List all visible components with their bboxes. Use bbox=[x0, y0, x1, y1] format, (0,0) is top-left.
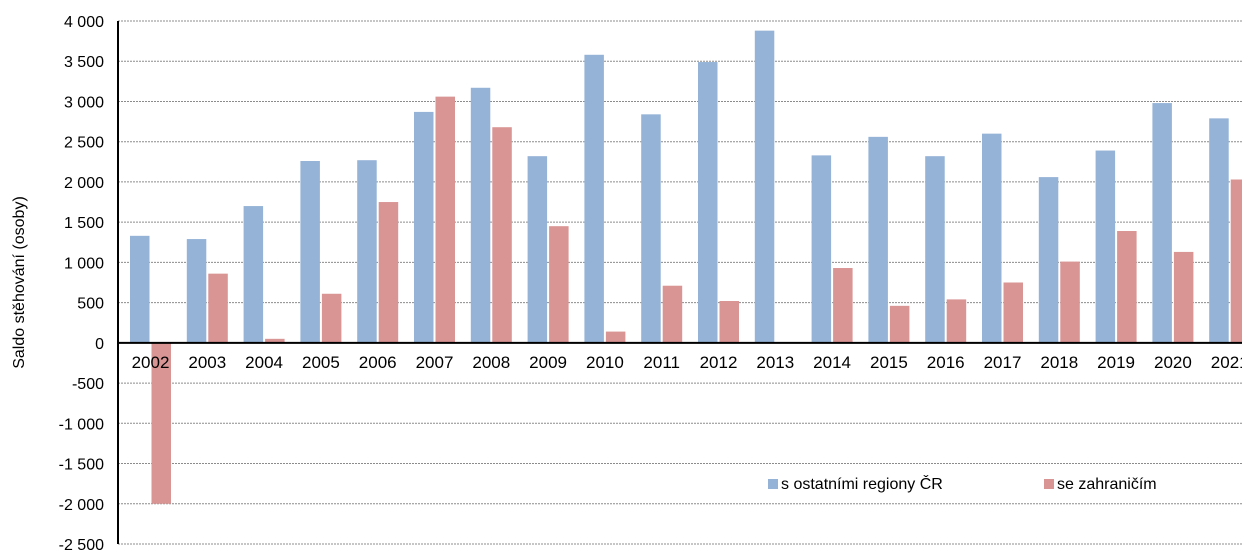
bar-regiony-2009 bbox=[527, 156, 548, 343]
x-tick-label: 2004 bbox=[245, 353, 283, 372]
y-tick-label: -1 000 bbox=[59, 416, 104, 433]
bar-zahranici-2019 bbox=[1117, 231, 1137, 343]
x-tick-label: 2019 bbox=[1097, 353, 1135, 372]
bar-regiony-2008 bbox=[470, 87, 491, 343]
bar-regiony-2012 bbox=[698, 62, 718, 343]
x-tick-label: 2003 bbox=[188, 353, 226, 372]
bar-regiony-2019 bbox=[1095, 150, 1116, 343]
legend-swatch bbox=[768, 479, 778, 489]
x-tick-label: 2009 bbox=[529, 353, 567, 372]
bar-regiony-2005 bbox=[300, 161, 320, 343]
bar-regiony-2010 bbox=[584, 54, 604, 343]
bar-zahranici-2021 bbox=[1230, 179, 1242, 343]
x-tick-label: 2006 bbox=[359, 353, 397, 372]
y-tick-label: 3 500 bbox=[64, 54, 104, 71]
y-tick-label: 3 000 bbox=[64, 94, 104, 111]
bar-regiony-2003 bbox=[186, 239, 207, 343]
bar-zahranici-2002 bbox=[151, 342, 171, 504]
y-tick-labels: -2 500 -2 000 -1 500 -1 000 -500 0 500 1 000 1 5… bbox=[59, 14, 104, 551]
x-tick-label: 2021 bbox=[1211, 353, 1242, 372]
bar-regiony-2020 bbox=[1152, 103, 1172, 343]
bar-zahranici-2007 bbox=[435, 96, 455, 343]
y-tick-label: 1 500 bbox=[64, 215, 104, 232]
bar-regiony-2014 bbox=[811, 155, 832, 343]
bar-regiony-2013 bbox=[754, 30, 775, 343]
x-tick-label: 2017 bbox=[984, 353, 1022, 372]
bar-zahranici-2011 bbox=[662, 285, 683, 343]
bar-zahranici-2012 bbox=[719, 301, 739, 343]
y-tick-label: -2 000 bbox=[59, 497, 104, 514]
x-tick-label: 2018 bbox=[1040, 353, 1078, 372]
bar-regiony-2017 bbox=[982, 133, 1002, 343]
bar-regiony-2004 bbox=[243, 206, 264, 343]
bar-zahranici-2010 bbox=[605, 331, 626, 343]
bar-regiony-2015 bbox=[868, 136, 888, 343]
legend: s ostatními regiony ČR se zahraničím bbox=[768, 474, 1157, 493]
bars bbox=[130, 30, 1242, 504]
x-tick-label: 2007 bbox=[416, 353, 454, 372]
bar-zahranici-2005 bbox=[321, 293, 342, 343]
bar-zahranici-2009 bbox=[549, 226, 569, 343]
x-tick-label: 2008 bbox=[472, 353, 510, 372]
bar-zahranici-2014 bbox=[833, 268, 853, 343]
x-tick-label: 2012 bbox=[700, 353, 738, 372]
y-axis-label: Saldo stěhování (osoby) bbox=[11, 196, 28, 369]
x-tick-label: 2016 bbox=[927, 353, 965, 372]
bar-regiony-2016 bbox=[925, 156, 945, 343]
x-tick-label: 2020 bbox=[1154, 353, 1192, 372]
x-tick-label: 2013 bbox=[756, 353, 794, 372]
y-tick-label: 2 500 bbox=[64, 135, 104, 152]
bar-zahranici-2003 bbox=[208, 273, 228, 343]
y-tick-label: 2 000 bbox=[64, 175, 104, 192]
bar-zahranici-2020 bbox=[1173, 251, 1194, 343]
bar-zahranici-2016 bbox=[946, 299, 967, 343]
y-tick-label: 4 000 bbox=[64, 14, 104, 31]
x-tick-label: 2015 bbox=[870, 353, 908, 372]
bar-zahranici-2006 bbox=[378, 202, 399, 343]
y-tick-label: -1 500 bbox=[59, 457, 104, 474]
legend-label: se zahraničím bbox=[1057, 476, 1157, 493]
bar-regiony-2018 bbox=[1038, 177, 1059, 343]
bar-zahranici-2018 bbox=[1060, 261, 1080, 343]
bar-zahranici-2004 bbox=[265, 338, 285, 343]
x-tick-label: 2011 bbox=[643, 353, 680, 372]
legend-label: s ostatními regiony ČR bbox=[781, 474, 943, 493]
x-tick-label: 2010 bbox=[586, 353, 624, 372]
y-tick-label: -2 500 bbox=[59, 537, 104, 551]
x-tick-label: 2002 bbox=[132, 353, 170, 372]
bar-regiony-2002 bbox=[130, 235, 150, 343]
legend-swatch bbox=[1044, 479, 1054, 489]
bar-zahranici-2017 bbox=[1003, 282, 1023, 343]
bar-zahranici-2008 bbox=[492, 127, 512, 343]
x-tick-label: 2014 bbox=[813, 353, 851, 372]
bar-zahranici-2015 bbox=[889, 305, 910, 343]
y-tick-label: 500 bbox=[77, 296, 104, 313]
bar-regiony-2007 bbox=[414, 111, 434, 343]
y-tick-label: 1 000 bbox=[64, 255, 104, 272]
x-tick-labels: 2002 2003 2004 2005 2006 2007 2008 2009 2010 2011… bbox=[132, 353, 1242, 372]
y-tick-label: 0 bbox=[95, 336, 104, 353]
bar-regiony-2006 bbox=[357, 160, 377, 343]
x-tick-label: 2005 bbox=[302, 353, 340, 372]
bar-regiony-2011 bbox=[641, 114, 661, 343]
y-tick-label: -500 bbox=[72, 376, 104, 393]
bar-regiony-2021 bbox=[1209, 118, 1229, 343]
